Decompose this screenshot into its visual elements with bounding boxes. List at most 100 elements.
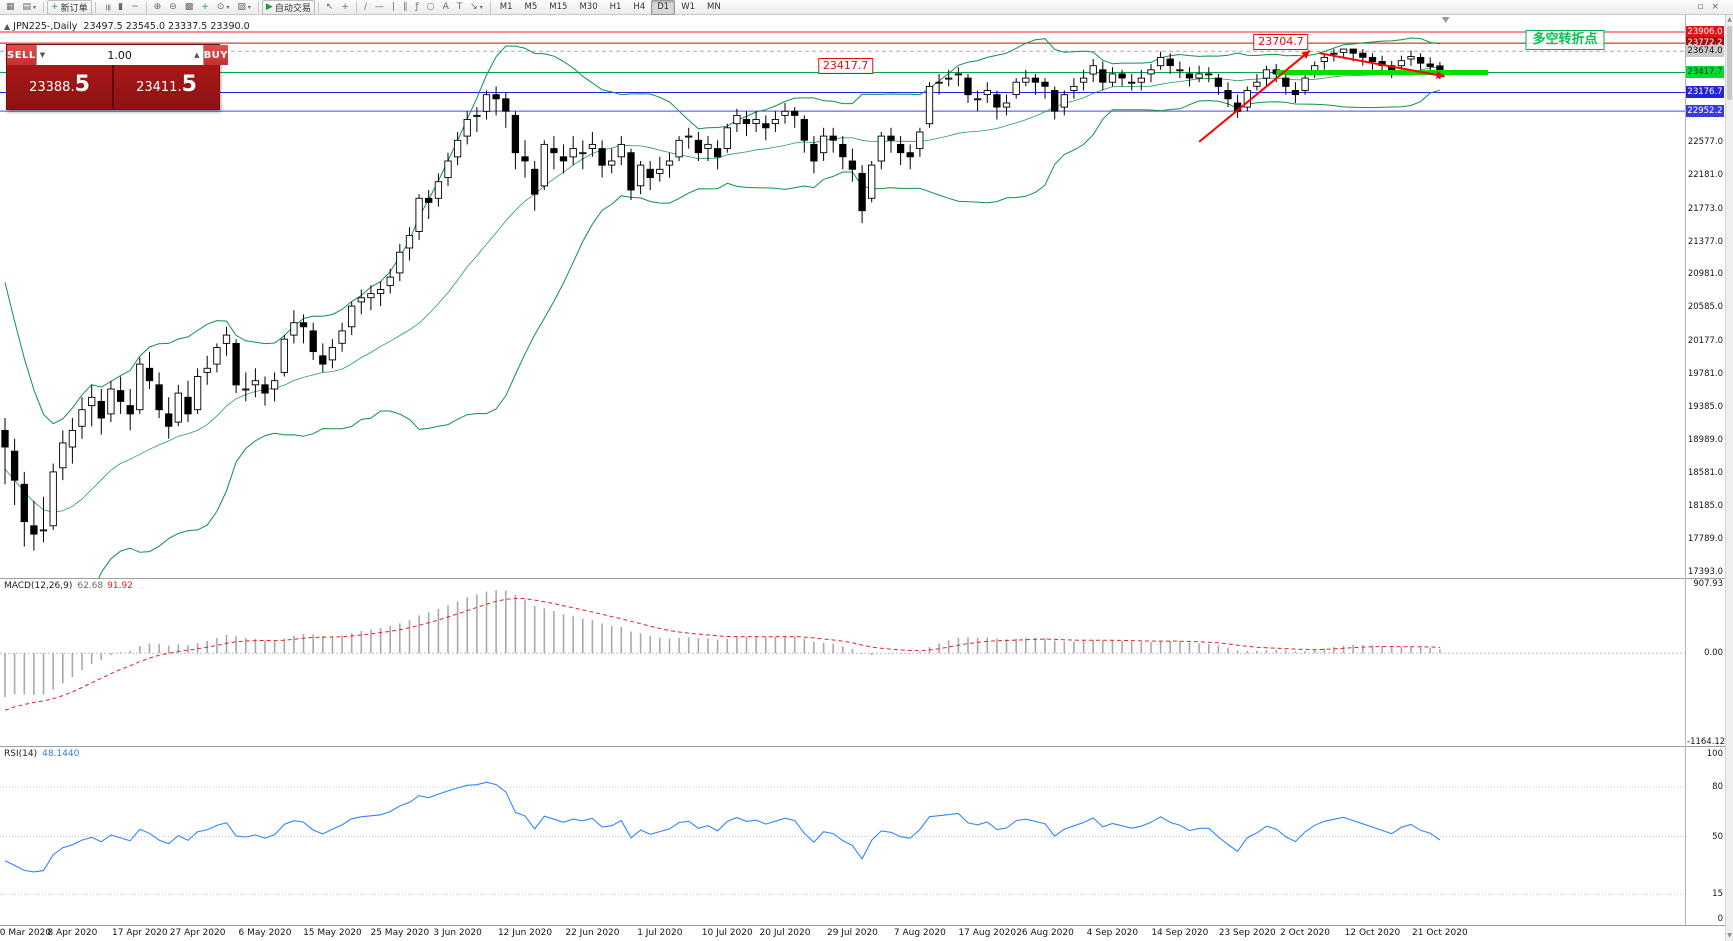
templates-button[interactable]: ▨ ▾: [233, 0, 255, 15]
window-restore-button[interactable]: ▫: [1693, 0, 1707, 15]
macd-axis-tick: 907.93: [1693, 579, 1723, 589]
auto-trading-label: 自动交易: [274, 3, 311, 14]
draw-label-button[interactable]: T: [453, 0, 467, 15]
timeframe-h4-button[interactable]: H4: [633, 2, 646, 12]
scroll-up-icon[interactable]: ▲: [1727, 16, 1732, 23]
date-axis-label: 15 May 2020: [303, 928, 362, 938]
timeframe-m15-button[interactable]: M15: [549, 2, 568, 12]
one-click-trading-panel: SELL ▼ ▲ BUY 23388.5 23411.5: [6, 44, 229, 110]
draw-channel-button[interactable]: ∥: [399, 0, 412, 15]
draw-vertical-line-button[interactable]: |: [388, 0, 399, 15]
sell-button[interactable]: SELL: [7, 45, 36, 65]
date-axis-label: 25 May 2020: [370, 928, 430, 938]
price-axis-tick: 17393.0: [1687, 566, 1723, 577]
price-level-badge: 23906.0: [1686, 25, 1724, 38]
price-level-badge: 22952.2: [1686, 105, 1724, 118]
buy-price-main: 23411: [136, 80, 178, 95]
date-axis-label: 7 Aug 2020: [893, 928, 946, 938]
crosshair-icon: +: [341, 1, 349, 12]
buy-button[interactable]: BUY: [203, 45, 229, 65]
sell-price-main: 23388: [29, 80, 71, 95]
toolbar-separator: [43, 1, 45, 13]
volume-decrease-icon[interactable]: ▼: [39, 51, 46, 59]
chart-type-line-button[interactable]: ~: [127, 0, 143, 15]
rsi-panel-separator[interactable]: [0, 746, 1725, 747]
timeframe-d1-button[interactable]: D1: [651, 0, 676, 15]
date-axis-label: 21 Oct 2020: [1412, 928, 1468, 938]
new-chart-button[interactable]: ▦: [2, 0, 19, 15]
chart-type-candles-button[interactable]: ▮: [114, 0, 127, 15]
price-axis-tick: 18581.0: [1687, 468, 1723, 479]
draw-trendline-icon: /: [363, 1, 367, 12]
scroll-down-icon[interactable]: ▼: [1727, 932, 1732, 939]
chart-profiles-button[interactable]: ▤ ▾: [19, 0, 41, 15]
draw-shapes-button[interactable]: ○: [423, 0, 439, 15]
draw-text-button[interactable]: A: [439, 0, 453, 15]
chevron-down-icon: ▾: [33, 3, 37, 11]
timeframe-m5-button[interactable]: M5: [524, 2, 538, 12]
date-axis-label: 22 Jun 2020: [565, 928, 620, 938]
draw-fibonacci-button[interactable]: ƒ: [412, 0, 423, 15]
draw-shapes-icon: ○: [426, 1, 435, 12]
zoom-in-icon: ⊕: [153, 1, 162, 12]
draw-trendline-button[interactable]: /: [360, 0, 371, 15]
price-axis-tick: 18185.0: [1687, 501, 1723, 512]
price-axis-tick: 20981.0: [1687, 269, 1723, 280]
tile-windows-button[interactable]: ▩: [181, 0, 198, 15]
timeframe-h1-button[interactable]: H1: [609, 2, 622, 12]
price-axis-tick: 19385.0: [1687, 401, 1723, 412]
sell-price-display[interactable]: 23388. 5: [7, 65, 112, 109]
periods-button[interactable]: ⊙ ▾: [213, 0, 234, 15]
macd-header: MACD(12,26,9) 62.68 91.92: [4, 581, 133, 591]
date-axis-label: 3 Jun 2020: [433, 928, 482, 938]
rsi-axis-tick: 15: [1712, 889, 1723, 900]
macd-signal-value: 91.92: [107, 581, 133, 591]
date-axis-label: 8 Apr 2020: [47, 928, 98, 938]
date-axis-label: 29 Jul 2020: [826, 928, 878, 938]
chart-symbol-period: JPN225-,Daily: [13, 21, 78, 32]
chart-ohlc-values: 23497.5 23545.0 23337.5 23390.0: [83, 21, 250, 32]
zoom-out-button[interactable]: ⊖: [165, 0, 181, 15]
indicators-add-button[interactable]: +: [197, 0, 213, 15]
date-axis-label: 30 Mar 2020: [0, 928, 52, 938]
crosshair-button[interactable]: +: [337, 0, 353, 15]
chart-type-bars-button[interactable]: ≡: [99, 0, 115, 15]
volume-increase-icon[interactable]: ▲: [194, 51, 200, 59]
draw-label-icon: T: [456, 1, 463, 12]
window-close-button[interactable]: ×: [1707, 0, 1723, 15]
draw-vertical-line-icon: |: [391, 1, 396, 12]
timeframe-m1-button[interactable]: M1: [499, 2, 513, 12]
rsi-label: RSI(14): [4, 749, 38, 759]
zoom-in-button[interactable]: ⊕: [150, 0, 166, 15]
auto-trading-button[interactable]: ▶ 自动交易: [261, 0, 315, 15]
chart-type-candles-icon: ▮: [118, 1, 124, 12]
date-axis-label: 17 Aug 2020: [958, 928, 1017, 938]
timeframe-m30-button[interactable]: M30: [579, 2, 598, 12]
buy-price-display[interactable]: 23411. 5: [114, 65, 219, 109]
price-level-badge: 23674.0: [1686, 45, 1724, 58]
cursor-button[interactable]: ↖: [322, 0, 338, 15]
price-axis-tick: 17789.0: [1687, 534, 1723, 545]
price-axis-tick: 18989.0: [1687, 434, 1723, 445]
price-axis-tick: 22577.0: [1687, 137, 1723, 148]
new-order-button[interactable]: + 新订单: [47, 0, 92, 15]
macd-axis-tick: -1164.12: [1687, 737, 1726, 747]
draw-arrows-button[interactable]: ↘ ▾: [466, 0, 487, 15]
volume-input[interactable]: [45, 47, 195, 63]
vertical-scrollbar[interactable]: ▲ ▼: [1725, 15, 1733, 941]
timeframe-w1-button[interactable]: W1: [681, 2, 695, 12]
toolbar-separator: [145, 1, 147, 13]
scrollbar-thumb[interactable]: [1727, 26, 1732, 100]
draw-horizontal-line-button[interactable]: —: [371, 0, 388, 15]
price-axis-separator: [1685, 15, 1686, 925]
oneclick-toggle-icon[interactable]: ▲: [4, 22, 11, 31]
price-axis-tick: 20177.0: [1687, 336, 1723, 347]
macd-panel-separator[interactable]: [0, 578, 1725, 579]
indicators-add-icon: +: [201, 1, 209, 12]
periods-icon: ⊙: [216, 1, 225, 12]
sell-price-dot: .: [70, 80, 75, 95]
timeframe-mn-button[interactable]: MN: [707, 2, 721, 12]
date-axis-label: 26 Aug 2020: [1016, 928, 1074, 938]
